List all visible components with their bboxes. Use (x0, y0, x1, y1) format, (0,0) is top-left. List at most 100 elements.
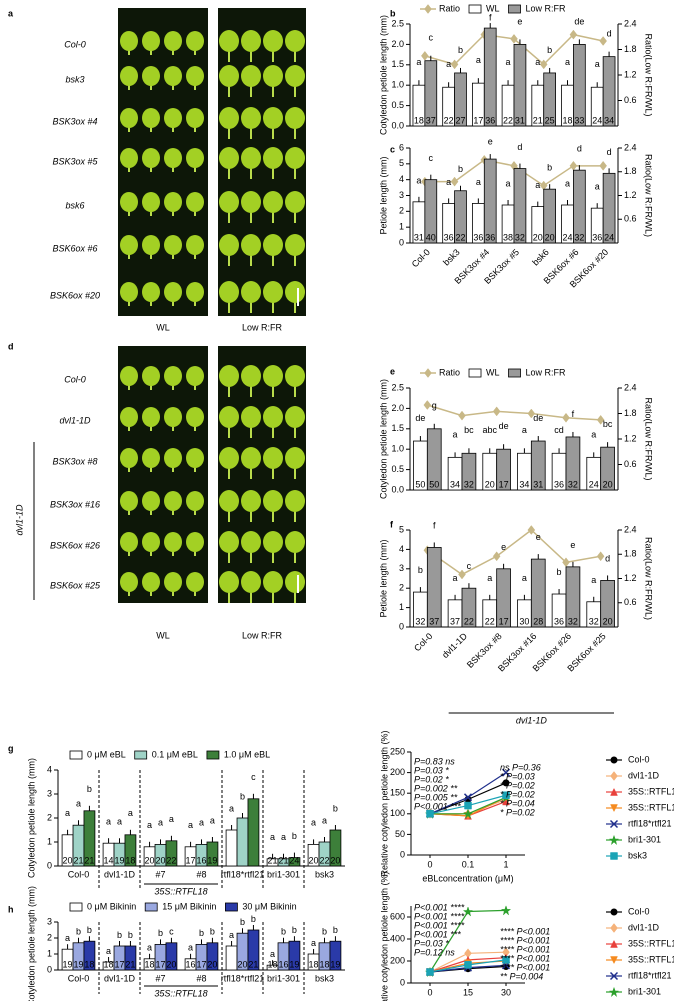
cotyledon (219, 281, 239, 303)
sample-size: 28 (533, 616, 543, 626)
sample-size: 37 (429, 616, 439, 626)
cotyledon (164, 235, 182, 255)
x-tick-label: dvl1-1D (104, 869, 136, 879)
sample-size: 18 (125, 855, 135, 865)
photo-column-label: WL (156, 630, 170, 640)
sample-size: 31 (414, 232, 424, 242)
cotyledon (186, 192, 204, 212)
cotyledon (241, 107, 261, 129)
cotyledon (142, 282, 160, 302)
cotyledon (285, 571, 305, 593)
p-value-annotation: P<0.001 *** (414, 801, 461, 811)
cotyledon (263, 281, 283, 303)
legend-label: Col-0 (628, 906, 650, 916)
legend-marker (610, 804, 618, 813)
x-tick-label: #7 (155, 869, 165, 879)
legend-label: 0 μM Bikinin (87, 901, 136, 911)
ratio-marker (421, 50, 429, 61)
significance-letter: e (488, 136, 493, 146)
sample-size: 22 (456, 232, 466, 242)
cotyledon (164, 192, 182, 212)
p-value-annotation: ns P=0.36 (500, 762, 541, 772)
x-tick-label: bri1-301 (267, 869, 300, 879)
legend-swatch (225, 902, 238, 912)
sample-size: 19 (114, 855, 124, 865)
legend-label: 30 μM Bikinin (242, 901, 296, 911)
legend-marker (608, 986, 620, 998)
significance-letter: a (476, 177, 481, 187)
y-tick-label: 6 (399, 142, 404, 152)
sample-size: 18 (309, 959, 319, 969)
ratio-marker (450, 176, 459, 187)
x-tick-label: bri1-301 (267, 973, 300, 983)
y-axis-label: Cotyledon petiole length (mm) (378, 379, 388, 499)
significance-letter: b (281, 927, 286, 937)
legend-label: 0.1 μM eBL (152, 749, 198, 759)
cotyledon (263, 191, 283, 213)
cotyledon (219, 30, 239, 52)
cotyledon (164, 491, 182, 511)
legend-label: dvl1-1D (628, 922, 660, 932)
legend-swatch (468, 4, 482, 14)
group-label: 35S::RTFL18 (154, 886, 207, 896)
sample-size: 17 (499, 479, 509, 489)
data-point (500, 905, 512, 916)
significance-letter: f (433, 520, 436, 530)
significance-letter: a (281, 832, 286, 842)
p-value-annotation: **** P<0.001 (500, 962, 550, 972)
p-value-annotation: P<0.001 *** (414, 929, 461, 939)
genotype-label: BSK6ox #6 (52, 243, 97, 253)
y2-tick-label: 1.2 (624, 573, 637, 583)
y-axis-label: Cotyledon petiole length (mm) (26, 886, 36, 1001)
y2-axis-label: Ratio(Low R:FR/WL) (644, 154, 654, 237)
group-label: dvl1-1D (14, 504, 24, 536)
genotype-label: Col-0 (64, 39, 86, 49)
bar (236, 817, 249, 867)
sample-size: 34 (604, 115, 614, 125)
sample-size: 20 (309, 855, 319, 865)
p-value-annotation: * P=0.02 (500, 807, 535, 817)
significance-letter: a (453, 573, 458, 583)
y2-tick-label: 1.2 (624, 433, 637, 443)
data-point (462, 808, 474, 820)
legend-marker (610, 756, 618, 764)
sample-size: 18 (84, 959, 94, 969)
significance-letter: a (210, 815, 215, 825)
sample-size: 32 (415, 616, 425, 626)
significance-letter: b (557, 567, 562, 577)
y-tick-label: 2 (47, 812, 52, 822)
sample-size: 30 (519, 616, 529, 626)
x-tick-label: 0.1 (462, 859, 475, 869)
significance-letter: de (415, 413, 425, 423)
legend-marker (424, 368, 432, 378)
cotyledon (263, 30, 283, 52)
y-tick-label: 4 (399, 544, 404, 554)
cotyledon (164, 532, 182, 552)
cotyledon (263, 365, 283, 387)
y-tick-label: 1 (399, 602, 404, 612)
ratio-marker (539, 180, 548, 191)
legend-marker (610, 787, 618, 796)
significance-letter: a (270, 832, 275, 842)
genotype-label: bsk3 (65, 74, 84, 84)
significance-letter: c (467, 561, 472, 571)
sample-size: 31 (533, 479, 543, 489)
significance-letter: a (147, 820, 152, 830)
cotyledon (142, 148, 160, 168)
sample-size: 17 (114, 959, 124, 969)
sample-size: 22 (485, 616, 495, 626)
sample-size: 18 (145, 959, 155, 969)
legend-swatch (468, 368, 482, 378)
significance-letter: a (76, 798, 81, 808)
significance-letter: b (240, 917, 245, 927)
cotyledon (164, 448, 182, 468)
sample-size: 24 (592, 115, 602, 125)
sample-size: 27 (456, 115, 466, 125)
sample-size: 18 (414, 115, 424, 125)
cotyledon (241, 147, 261, 169)
p-value-annotation: P=0.005 ** (414, 792, 458, 802)
legend-marker (610, 852, 618, 860)
cotyledon (285, 65, 305, 87)
legend-label: 35S::RTFL18 #7 (628, 786, 674, 796)
cotyledon (120, 366, 138, 386)
